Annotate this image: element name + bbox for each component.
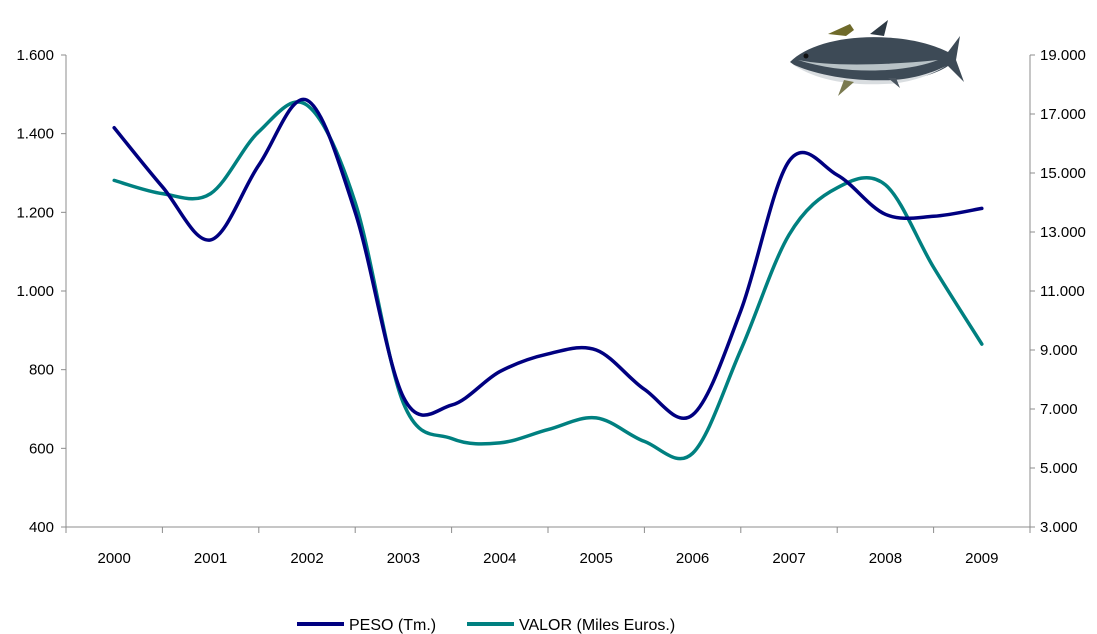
right-tick-label: 17.000 — [1040, 106, 1086, 123]
legend-label-valor: VALOR (Miles Euros.) — [519, 617, 675, 634]
x-tick-label: 2000 — [98, 550, 131, 567]
right-tick-label: 9.000 — [1040, 342, 1078, 359]
left-tick-label: 1.200 — [16, 204, 54, 221]
right-y-axis: 3.000 5.000 7.000 9.000 11.000 13.000 15.000 17… — [1030, 47, 1086, 536]
legend: PESO (Tm.) VALOR (Miles Euros.) — [297, 617, 675, 634]
x-tick-label: 2005 — [580, 550, 613, 567]
legend-label-peso: PESO (Tm.) — [349, 617, 436, 634]
x-tick-label: 2007 — [772, 550, 805, 567]
x-tick-label: 2001 — [194, 550, 227, 567]
series-line-valor — [112, 100, 984, 461]
x-tick-label: 2008 — [869, 550, 902, 567]
series-line-peso — [112, 97, 984, 420]
plot-area — [65, 55, 1031, 528]
x-tick-label: 2009 — [965, 550, 998, 567]
left-tick-label: 800 — [29, 362, 54, 379]
x-axis: 2000 2001 2002 2003 2004 2005 2006 2007 2008 2009 — [65, 527, 1031, 567]
left-tick-label: 400 — [29, 519, 54, 536]
right-tick-label: 7.000 — [1040, 401, 1078, 418]
right-tick-label: 5.000 — [1040, 460, 1078, 477]
x-tick-label: 2002 — [290, 550, 323, 567]
right-tick-label: 3.000 — [1040, 519, 1078, 536]
right-tick-label: 11.000 — [1040, 283, 1085, 300]
left-tick-label: 600 — [29, 440, 54, 457]
left-tick-label: 1.400 — [16, 126, 54, 143]
series-layer — [112, 97, 984, 461]
left-y-axis: 400 600 800 1.000 1.200 1.400 1.600 — [16, 47, 66, 536]
x-tick-label: 2003 — [387, 550, 420, 567]
left-tick-label: 1.600 — [16, 47, 54, 64]
x-tick-label: 2006 — [676, 550, 709, 567]
left-tick-label: 1.000 — [16, 283, 54, 300]
legend-item-peso: PESO (Tm.) — [297, 617, 436, 634]
right-tick-label: 13.000 — [1040, 224, 1086, 241]
x-tick-label: 2004 — [483, 550, 516, 567]
right-tick-label: 19.000 — [1040, 47, 1086, 64]
tuna-fish-image — [790, 20, 964, 96]
legend-item-valor: VALOR (Miles Euros.) — [467, 617, 675, 634]
right-tick-label: 15.000 — [1040, 165, 1086, 182]
